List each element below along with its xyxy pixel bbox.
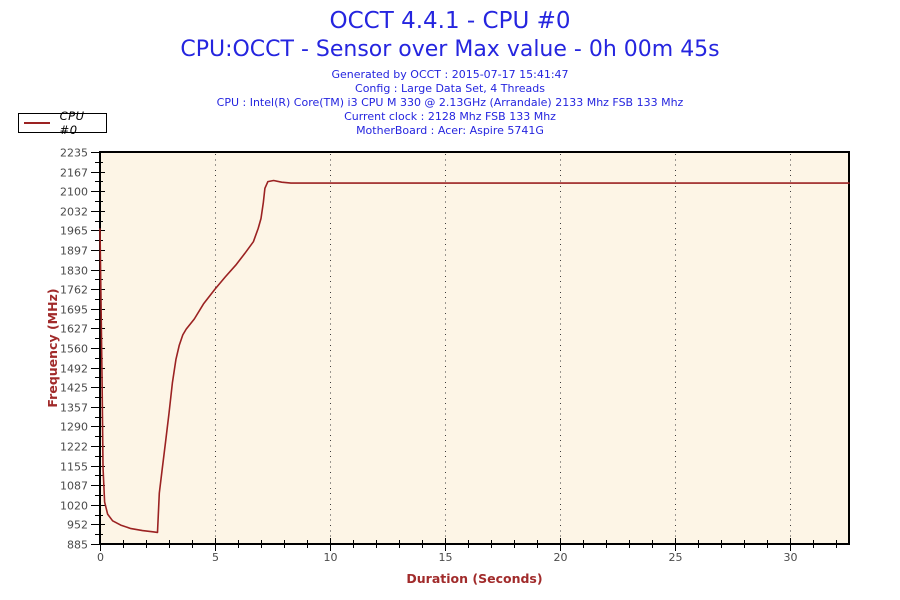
plot-area: [99, 151, 850, 545]
y-tick-label: 1222: [60, 441, 88, 454]
y-tick-label: 1762: [60, 284, 88, 297]
legend-label: CPU #0: [59, 109, 85, 137]
y-tick-label: 1492: [60, 363, 88, 376]
system-info-block: Generated by OCCT : 2015-07-17 15:41:47 …: [0, 68, 900, 138]
info-motherboard: MotherBoard : Acer: Aspire 5741G: [356, 124, 544, 137]
info-cpu: CPU : Intel(R) Core(TM) i3 CPU M 330 @ 2…: [216, 96, 684, 109]
x-tick-label: 10: [324, 551, 338, 564]
legend-line-swatch: [24, 122, 50, 124]
x-tick-label: 0: [97, 551, 104, 564]
info-generated-by: Generated by OCCT : 2015-07-17 15:41:47: [331, 68, 569, 81]
info-current-clock: Current clock : 2128 Mhz FSB 133 Mhz: [344, 110, 556, 123]
chart-subtitle: CPU:OCCT - Sensor over Max value - 0h 00…: [180, 37, 720, 62]
x-tick-label: 5: [212, 551, 219, 564]
y-tick-label: 1290: [60, 421, 88, 434]
gridlines: [215, 154, 791, 542]
x-axis-title: Duration (Seconds): [406, 571, 542, 586]
y-tick-label: 1020: [60, 500, 88, 513]
y-tick-label: 1155: [60, 461, 88, 474]
y-tick-label: 885: [67, 539, 88, 552]
y-tick-label: 1695: [60, 304, 88, 317]
y-tick-label: 2100: [60, 186, 88, 199]
y-tick-label: 1560: [60, 343, 88, 356]
legend-box: CPU #0: [18, 109, 107, 137]
info-config: Config : Large Data Set, 4 Threads: [355, 82, 545, 95]
chart-title: OCCT 4.4.1 - CPU #0: [329, 8, 571, 34]
y-tick-label: 1087: [60, 480, 88, 493]
y-tick-label: 1357: [60, 402, 88, 415]
x-axis: 0 5 10 15 20 25 30: [97, 538, 837, 564]
x-tick-label: 20: [554, 551, 568, 564]
y-tick-label: 2032: [60, 206, 88, 219]
y-tick-label: 2167: [60, 167, 88, 180]
x-tick-label: 30: [784, 551, 798, 564]
y-tick-label: 1897: [60, 245, 88, 258]
y-tick-label: 1965: [60, 225, 88, 238]
x-tick-label: 25: [669, 551, 683, 564]
y-axis-title: Frequency (MHz): [45, 288, 60, 407]
report-header: OCCT 4.4.1 - CPU #0 CPU:OCCT - Sensor ov…: [0, 6, 900, 138]
y-tick-label: 1425: [60, 382, 88, 395]
y-tick-label: 1830: [60, 265, 88, 278]
series-line-cpu0: [99, 179, 850, 534]
x-tick-label: 15: [439, 551, 453, 564]
y-tick-label: 1627: [60, 323, 88, 336]
y-axis: 885 952 1020 1087 1155 1222 1290 1357 1425 1492 15…: [60, 147, 105, 552]
y-tick-label: 2235: [60, 147, 88, 160]
y-tick-label: 952: [67, 519, 88, 532]
